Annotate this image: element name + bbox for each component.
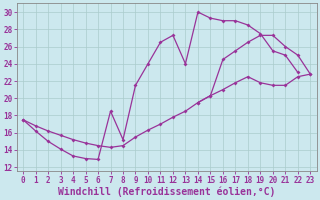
X-axis label: Windchill (Refroidissement éolien,°C): Windchill (Refroidissement éolien,°C) — [58, 186, 276, 197]
